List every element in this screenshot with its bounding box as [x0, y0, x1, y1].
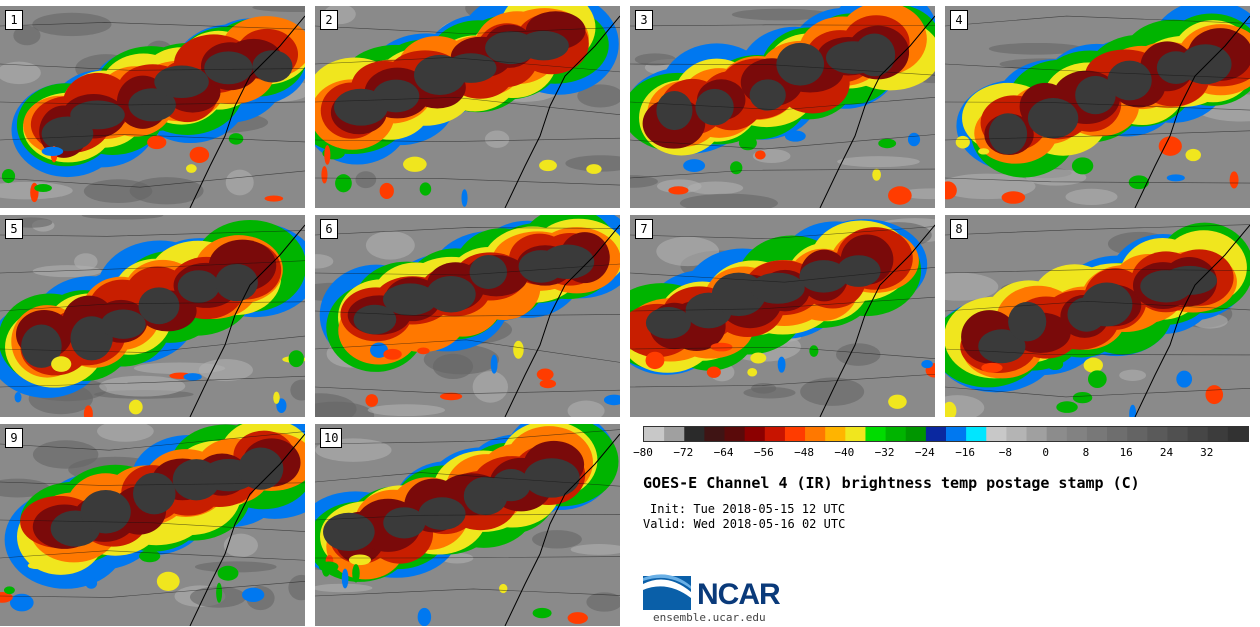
chart-title: GOES-E Channel 4 (IR) brightness temp po… — [643, 474, 1140, 492]
ensemble-member-panel-1: 1 — [0, 6, 305, 208]
panel-number: 3 — [635, 10, 653, 30]
ir-imagery — [945, 215, 1250, 417]
ensemble-member-panel-8: 8 — [945, 215, 1250, 417]
panel-number: 6 — [320, 219, 338, 239]
ir-imagery — [945, 6, 1250, 208]
colorbar-tick-label: 8 — [1082, 446, 1090, 459]
ir-imagery — [0, 215, 305, 417]
colorbar-segment — [885, 427, 907, 441]
colorbar-tick-label: −8 — [998, 446, 1013, 459]
colorbar-segment — [644, 427, 665, 441]
colorbar-segment — [1167, 427, 1189, 441]
ir-imagery — [0, 6, 305, 208]
panel-number: 10 — [320, 428, 343, 448]
colorbar-segment — [744, 427, 766, 441]
colorbar-segment — [1147, 427, 1168, 441]
colorbar-segment — [764, 427, 786, 441]
ir-imagery — [315, 215, 620, 417]
valid-time: Valid: Wed 2018-05-16 02 UTC — [643, 517, 846, 531]
colorbar-segment — [1026, 427, 1048, 441]
colorbar-segment — [865, 427, 887, 441]
ensemble-member-panel-10: 10 — [315, 424, 620, 626]
colorbar-segment — [684, 427, 705, 441]
ir-imagery — [315, 424, 620, 626]
colorbar-segment — [986, 427, 1007, 441]
logo-wordmark: NCAR — [697, 578, 781, 611]
colorbar-segment — [784, 427, 806, 441]
panel-number: 7 — [635, 219, 653, 239]
panel-number: 5 — [5, 219, 23, 239]
colorbar-segment — [664, 427, 685, 441]
colorbar-tick-label: 0 — [1042, 446, 1049, 459]
colorbar-segment — [724, 427, 746, 441]
ensemble-member-panel-4: 4 — [945, 6, 1250, 208]
colorbar-tick-labels: −80 −72 −64 −56 −48 −40 −32 −24 −16 −8 0 8 16 24 32 — [633, 442, 1247, 462]
ensemble-member-panel-2: 2 — [315, 6, 620, 208]
colorbar-segment — [1207, 427, 1229, 441]
colorbar-segment — [825, 427, 846, 441]
colorbar-segment — [1107, 427, 1128, 441]
ir-imagery — [630, 215, 935, 417]
colorbar-segment — [1066, 427, 1088, 441]
ensemble-member-panel-6: 6 — [315, 215, 620, 417]
colorbar-segment — [1086, 427, 1108, 441]
ncar-logo-icon — [643, 574, 691, 610]
colorbar-segment — [1187, 427, 1209, 441]
colorbar-segment — [1227, 427, 1248, 441]
colorbar-tick-label: −48 — [794, 446, 814, 459]
panel-number: 8 — [950, 219, 968, 239]
ensemble-member-panel-3: 3 — [630, 6, 935, 208]
ensemble-member-panel-5: 5 — [0, 215, 305, 417]
ensemble-member-panel-9: 9 — [0, 424, 305, 626]
colorbar-segment — [925, 427, 947, 441]
colorbar-tick-label: −72 — [673, 446, 694, 459]
colorbar-tick-label: −80 — [633, 446, 653, 459]
colorbar-segment — [805, 427, 826, 441]
colorbar-segment — [1127, 427, 1148, 441]
colorbar-segment — [905, 427, 927, 441]
logo-url: ensemble.ucar.edu — [653, 611, 766, 624]
colorbar-tick-label: −40 — [834, 446, 855, 459]
colorbar — [643, 426, 1249, 442]
colorbar-segment — [966, 427, 987, 441]
colorbar-tick-label: −32 — [874, 446, 895, 459]
panel-number: 2 — [320, 10, 338, 30]
colorbar-tick-label: −56 — [753, 446, 774, 459]
colorbar-segment — [845, 427, 866, 441]
init-time: Init: Tue 2018-05-15 12 UTC — [650, 502, 846, 516]
colorbar-segment — [1046, 427, 1068, 441]
colorbar-tick-label: 24 — [1159, 446, 1174, 459]
colorbar-tick-label: 32 — [1200, 446, 1214, 459]
colorbar-tick-label: −24 — [914, 446, 935, 459]
colorbar-tick-label: −16 — [955, 446, 976, 459]
ir-imagery — [0, 424, 305, 626]
colorbar-tick-label: −64 — [713, 446, 734, 459]
panel-number: 9 — [5, 428, 23, 448]
colorbar-tick-label: 16 — [1119, 446, 1133, 459]
colorbar-segment — [946, 427, 967, 441]
ir-imagery — [315, 6, 620, 208]
panel-number: 4 — [950, 10, 968, 30]
ir-imagery — [630, 6, 935, 208]
ensemble-member-panel-7: 7 — [630, 215, 935, 417]
panel-number: 1 — [5, 10, 23, 30]
colorbar-segment — [704, 427, 726, 441]
colorbar-segment — [1006, 427, 1028, 441]
